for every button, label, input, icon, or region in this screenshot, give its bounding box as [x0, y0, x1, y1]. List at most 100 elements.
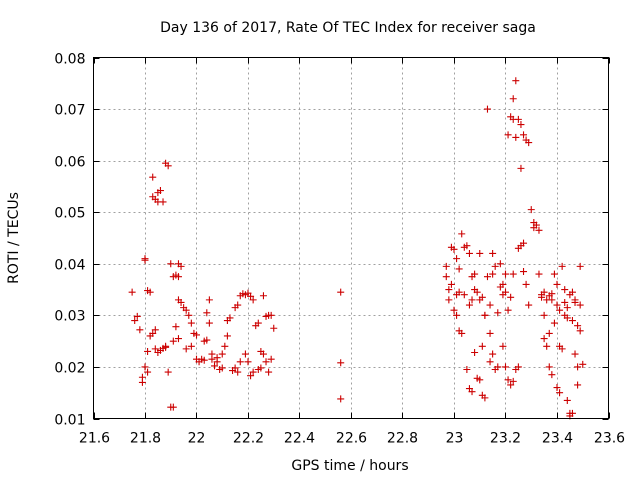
data-point — [450, 245, 458, 253]
data-point — [208, 350, 216, 358]
data-point — [465, 301, 473, 309]
data-point — [543, 296, 551, 304]
data-point — [151, 345, 159, 353]
data-point — [128, 288, 136, 296]
data-point — [144, 347, 152, 355]
x-tick-label: 23 — [446, 431, 464, 447]
plot-frame — [93, 57, 609, 419]
data-point — [267, 355, 275, 363]
data-point — [213, 354, 221, 362]
y-tick-label: 0.02 — [54, 361, 85, 377]
data-point — [169, 337, 177, 345]
data-point — [483, 105, 491, 113]
data-point — [218, 364, 226, 372]
data-point — [563, 396, 571, 404]
data-point — [525, 301, 533, 309]
x-tick-label: 23.2 — [490, 431, 521, 447]
data-point — [499, 280, 507, 288]
data-point — [507, 293, 515, 301]
data-point — [262, 358, 270, 366]
data-point — [182, 306, 190, 314]
data-point — [520, 239, 528, 247]
data-point — [164, 368, 172, 376]
data-point — [257, 364, 265, 372]
data-point — [149, 329, 157, 337]
data-point — [174, 273, 182, 281]
data-point — [507, 381, 515, 389]
data-point — [471, 270, 479, 278]
x-tick-label: 22.2 — [233, 431, 264, 447]
data-point — [249, 368, 257, 376]
data-point — [231, 364, 239, 372]
data-point — [468, 296, 476, 304]
data-point — [445, 296, 453, 304]
data-point — [138, 373, 146, 381]
data-point — [504, 131, 512, 139]
data-point — [267, 311, 275, 319]
data-point — [509, 95, 517, 103]
data-point — [223, 332, 231, 340]
data-point — [574, 322, 582, 330]
data-point — [226, 314, 234, 322]
data-point — [568, 409, 576, 417]
data-point — [151, 326, 159, 334]
data-point — [481, 394, 489, 402]
data-point — [571, 298, 579, 306]
data-point — [133, 312, 141, 320]
data-point — [563, 314, 571, 322]
data-point — [514, 363, 522, 371]
x-axis-label: GPS time / hours — [291, 458, 408, 474]
data-point — [177, 262, 185, 270]
data-point — [159, 198, 167, 206]
data-point — [540, 335, 548, 343]
data-point — [550, 319, 558, 327]
data-point — [568, 288, 576, 296]
x-tick-label: 22.4 — [284, 431, 315, 447]
data-point — [468, 388, 476, 396]
data-point — [550, 270, 558, 278]
data-point — [520, 131, 528, 139]
data-point — [247, 372, 255, 380]
data-point — [558, 262, 566, 270]
data-point — [236, 358, 244, 366]
x-tick-label: 21.8 — [130, 431, 161, 447]
data-point — [486, 329, 494, 337]
data-point — [241, 350, 249, 358]
data-point — [494, 309, 502, 317]
data-point — [476, 376, 484, 384]
y-tick-label: 0.01 — [54, 413, 85, 429]
data-point — [259, 350, 267, 358]
data-point — [453, 255, 461, 263]
data-point — [543, 342, 551, 350]
x-tick-label: 23.4 — [542, 431, 573, 447]
data-point — [453, 311, 461, 319]
data-point — [545, 329, 553, 337]
data-point — [174, 335, 182, 343]
data-point — [576, 262, 584, 270]
data-point — [205, 296, 213, 304]
data-point — [136, 326, 144, 334]
data-points — [128, 77, 587, 420]
data-point — [172, 323, 180, 331]
y-tick-label: 0.06 — [54, 155, 85, 171]
grid — [93, 57, 609, 419]
data-point — [504, 306, 512, 314]
data-point — [502, 270, 509, 278]
data-point — [568, 317, 576, 325]
data-point — [187, 319, 195, 327]
data-point — [218, 350, 226, 358]
data-point — [517, 164, 525, 172]
data-point — [535, 226, 543, 234]
data-point — [504, 376, 512, 384]
x-tick-label: 22 — [188, 431, 206, 447]
data-point — [553, 384, 561, 392]
data-point — [460, 291, 468, 299]
data-point — [514, 115, 522, 123]
data-point — [489, 249, 497, 257]
data-point — [512, 133, 520, 141]
data-point — [187, 342, 195, 350]
data-point — [463, 366, 471, 374]
y-tick-label: 0.03 — [54, 309, 85, 325]
data-point — [169, 403, 177, 411]
data-point — [455, 265, 463, 273]
